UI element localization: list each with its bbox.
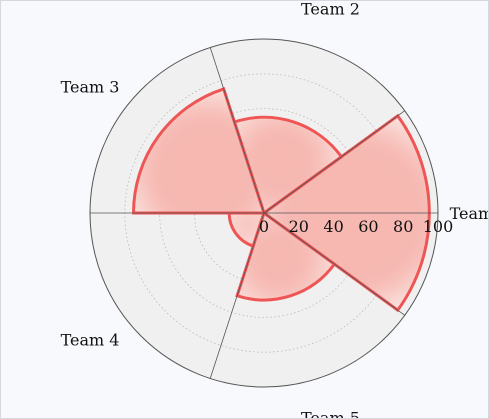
radial-tick-label: 20 bbox=[289, 217, 309, 236]
category-label-team-4: Team 4 bbox=[61, 330, 120, 349]
category-label-team-2: Team 2 bbox=[301, 1, 360, 19]
category-label-team-5: Team 5 bbox=[301, 408, 360, 418]
category-label-team-1: Team 1 bbox=[450, 204, 488, 223]
radial-tick-label: 0 bbox=[259, 217, 269, 236]
sector-divider bbox=[263, 110, 406, 214]
radial-tick-label: 60 bbox=[358, 217, 378, 236]
radial-tick-label: 100 bbox=[423, 217, 454, 236]
sector-divider bbox=[263, 212, 406, 316]
radial-tick-labels: 0 20 40 60 80 100 bbox=[259, 217, 453, 236]
sector-dividers bbox=[90, 47, 438, 379]
sector-divider bbox=[209, 47, 265, 214]
sector-divider bbox=[209, 212, 265, 379]
radial-tick-label: 40 bbox=[323, 217, 343, 236]
category-label-team-3: Team 3 bbox=[61, 78, 120, 97]
category-labels: Team 1 Team 2 Team 3 Team 4 Team 5 bbox=[61, 1, 488, 418]
radial-tick-label: 80 bbox=[393, 217, 413, 236]
